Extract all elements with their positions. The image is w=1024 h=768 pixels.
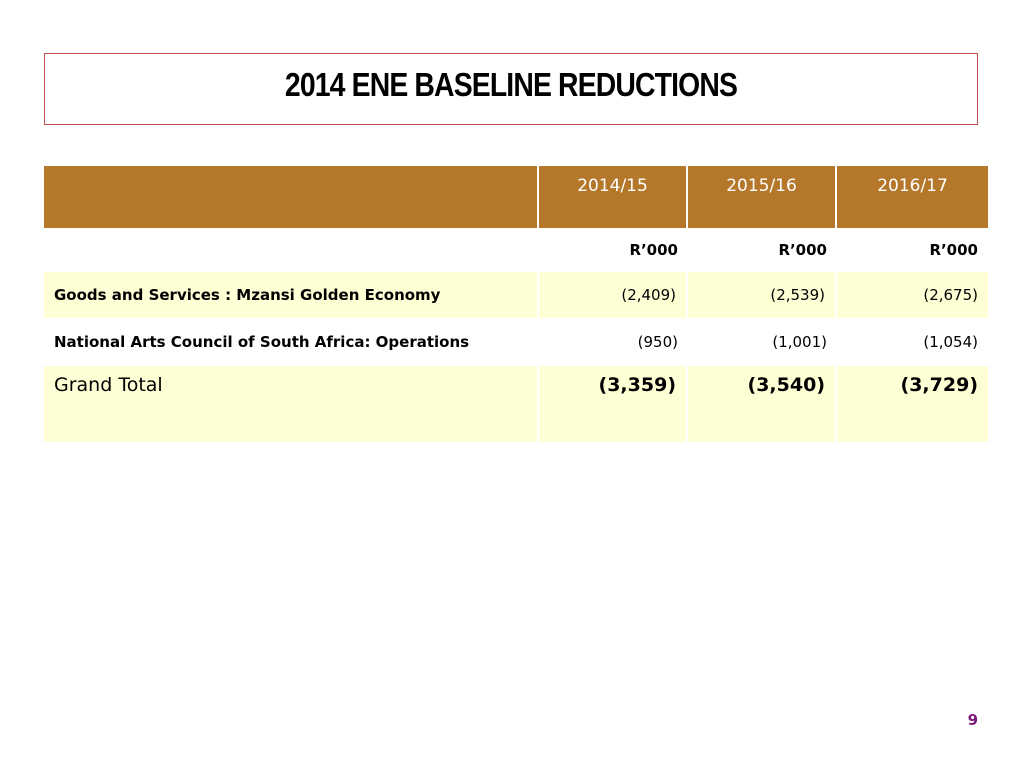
row-value: (2,539) (688, 272, 837, 318)
header-cell-2015-16: 2015/16 (688, 166, 837, 228)
grand-total-label: Grand Total (44, 366, 539, 442)
row-value: (1,001) (688, 318, 837, 366)
grand-total-value: (3,359) (539, 366, 688, 442)
grand-total-value: (3,540) (688, 366, 837, 442)
unit-cell: R’000 (539, 228, 688, 272)
header-cell-2016-17: 2016/17 (837, 166, 988, 228)
table-row: Goods and Services : Mzansi Golden Econo… (44, 272, 988, 318)
unit-cell: R’000 (837, 228, 988, 272)
row-value: (2,675) (837, 272, 988, 318)
units-row: R’000 R’000 R’000 (44, 228, 988, 272)
row-label: Goods and Services : Mzansi Golden Econo… (44, 272, 539, 318)
grand-total-row: Grand Total (3,359) (3,540) (3,729) (44, 366, 988, 442)
row-value: (1,054) (837, 318, 988, 366)
baseline-reductions-table: 2014/15 2015/16 2016/17 R’000 R’000 R’00… (44, 166, 988, 442)
row-value: (950) (539, 318, 688, 366)
header-cell-label (44, 166, 539, 228)
row-value: (2,409) (539, 272, 688, 318)
grand-total-value: (3,729) (837, 366, 988, 442)
title-box: 2014 ENE BASELINE REDUCTIONS (44, 53, 978, 125)
page-number: 9 (967, 711, 978, 729)
unit-cell: R’000 (688, 228, 837, 272)
slide-title: 2014 ENE BASELINE REDUCTIONS (284, 66, 738, 103)
table-row: National Arts Council of South Africa: O… (44, 318, 988, 366)
header-cell-2014-15: 2014/15 (539, 166, 688, 228)
row-label: National Arts Council of South Africa: O… (44, 318, 539, 366)
table-header-row: 2014/15 2015/16 2016/17 (44, 166, 988, 228)
unit-cell-label (44, 228, 539, 272)
